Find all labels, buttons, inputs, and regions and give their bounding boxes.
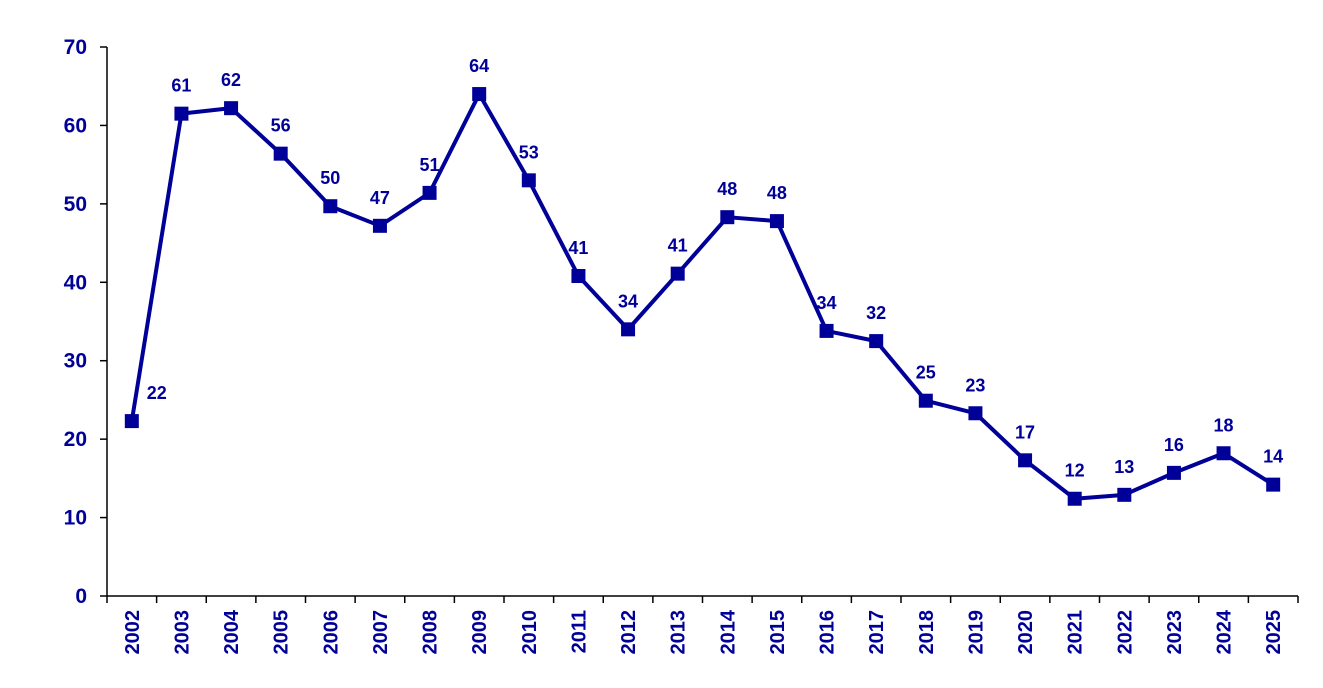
x-tick-label: 2022 xyxy=(1114,610,1136,655)
data-label: 41 xyxy=(668,236,688,256)
data-label: 48 xyxy=(717,179,737,199)
data-label: 13 xyxy=(1114,457,1134,477)
x-tick-label: 2021 xyxy=(1065,610,1087,655)
data-label: 56 xyxy=(271,116,291,136)
data-point xyxy=(174,106,189,121)
data-point xyxy=(124,414,139,429)
x-tick-label: 2008 xyxy=(420,610,442,655)
data-label: 34 xyxy=(618,291,638,311)
data-label: 51 xyxy=(420,155,440,175)
x-tick-label: 2020 xyxy=(1015,610,1037,655)
y-tick-label: 20 xyxy=(64,428,87,451)
data-point xyxy=(968,406,983,421)
data-point xyxy=(918,393,933,408)
x-tick-label: 2012 xyxy=(618,610,640,655)
x-tick-label: 2005 xyxy=(271,610,293,655)
data-point xyxy=(670,266,685,281)
x-tick-label: 2024 xyxy=(1214,609,1236,654)
data-point xyxy=(472,87,487,102)
data-point xyxy=(422,185,437,200)
x-tick-label: 2004 xyxy=(221,609,243,654)
x-tick-label: 2017 xyxy=(866,610,888,655)
x-tick-label: 2019 xyxy=(965,610,987,655)
data-point xyxy=(571,269,586,284)
data-label: 18 xyxy=(1214,415,1234,435)
x-tick-label: 2016 xyxy=(817,610,839,655)
data-label: 25 xyxy=(916,363,936,383)
data-label: 61 xyxy=(171,76,191,96)
data-label: 14 xyxy=(1263,447,1283,467)
x-tick-label: 2013 xyxy=(668,610,690,655)
data-point xyxy=(1216,446,1231,461)
data-point xyxy=(323,199,338,214)
data-point xyxy=(372,218,387,233)
data-label: 22 xyxy=(147,383,167,403)
x-tick-label: 2023 xyxy=(1164,610,1186,655)
x-tick-label: 2009 xyxy=(469,610,491,655)
x-tick-label: 2007 xyxy=(370,610,392,655)
data-label: 41 xyxy=(568,238,588,258)
data-label: 17 xyxy=(1015,422,1035,442)
data-point xyxy=(1067,491,1082,506)
data-label: 48 xyxy=(767,183,787,203)
data-point xyxy=(1117,487,1132,502)
data-label: 16 xyxy=(1164,435,1184,455)
data-label: 50 xyxy=(320,168,340,188)
y-tick-label: 60 xyxy=(64,114,87,137)
y-tick-label: 40 xyxy=(64,271,87,294)
x-tick-label: 2003 xyxy=(171,610,193,655)
data-point xyxy=(224,101,239,116)
data-label: 32 xyxy=(866,303,886,323)
data-point xyxy=(769,214,784,229)
data-label: 47 xyxy=(370,188,390,208)
data-point xyxy=(621,322,636,337)
x-tick-label: 2015 xyxy=(767,610,789,655)
data-point xyxy=(720,210,735,225)
y-tick-label: 10 xyxy=(64,507,87,530)
data-label: 12 xyxy=(1065,461,1085,481)
data-point xyxy=(1018,453,1033,468)
x-tick-label: 2010 xyxy=(519,610,541,655)
data-label: 34 xyxy=(817,293,837,313)
x-tick-label: 2014 xyxy=(717,609,739,654)
data-label: 23 xyxy=(965,375,985,395)
x-tick-label: 2011 xyxy=(568,610,590,653)
x-tick-label: 2025 xyxy=(1263,610,1285,655)
data-point xyxy=(1266,477,1281,492)
data-point xyxy=(869,334,884,349)
data-label: 62 xyxy=(221,70,241,90)
data-point xyxy=(273,146,288,161)
y-tick-label: 70 xyxy=(64,36,87,59)
data-point xyxy=(1166,465,1181,480)
y-tick-label: 30 xyxy=(64,350,87,373)
y-tick-label: 50 xyxy=(64,193,87,216)
y-tick-label: 0 xyxy=(75,585,87,608)
series-line xyxy=(129,92,1275,501)
data-point xyxy=(521,173,536,188)
data-label: 64 xyxy=(469,56,489,76)
data-point xyxy=(819,323,834,338)
x-tick-label: 2006 xyxy=(320,610,342,655)
x-tick-label: 2002 xyxy=(122,610,144,655)
data-label: 53 xyxy=(519,142,539,162)
x-tick-label: 2018 xyxy=(916,610,938,655)
